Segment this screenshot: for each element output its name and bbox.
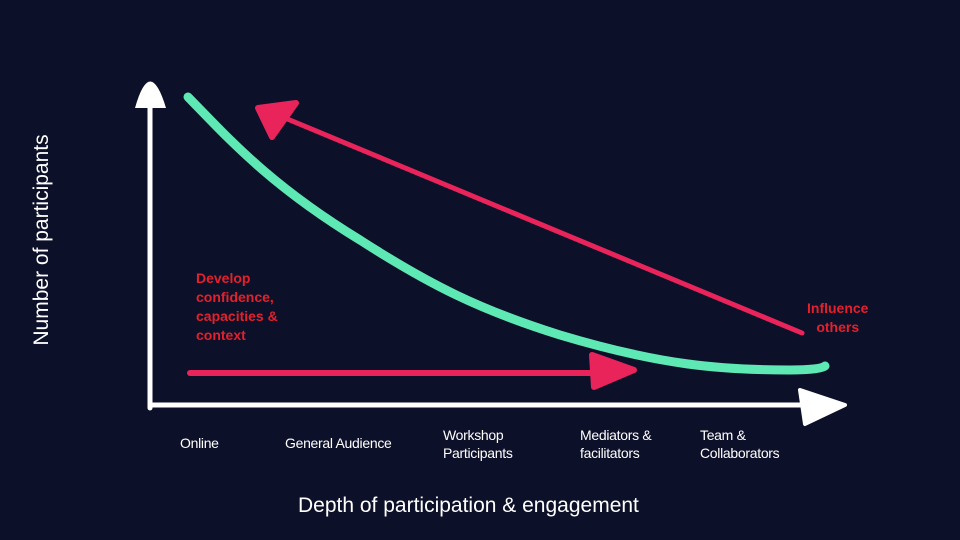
y-axis-label: Number of participants: [30, 134, 53, 346]
develop-arrow: [187, 352, 637, 390]
influence-annotation: Influence others: [807, 300, 869, 335]
category-online: Online: [180, 435, 219, 451]
participation-curve: [183, 92, 830, 375]
category-mediators-facilitators: Mediators & facilitators: [580, 427, 652, 461]
category-workshop-participants: Workshop Participants: [443, 427, 513, 461]
develop-arrowhead-icon: [589, 352, 637, 390]
x-axis-label: Depth of participation & engagement: [298, 494, 639, 517]
develop-annotation: Develop confidence, capacities & context: [196, 270, 278, 343]
x-axis-arrowhead-icon: [798, 388, 847, 426]
category-team-collaborators: Team & Collaborators: [700, 427, 780, 461]
influence-arrowhead-icon: [255, 100, 299, 140]
influence-arrow: [255, 100, 805, 336]
y-axis: [135, 81, 166, 411]
x-axis: [147, 388, 847, 426]
y-axis-arrowhead-icon: [135, 81, 166, 108]
category-general-audience: General Audience: [285, 435, 392, 451]
